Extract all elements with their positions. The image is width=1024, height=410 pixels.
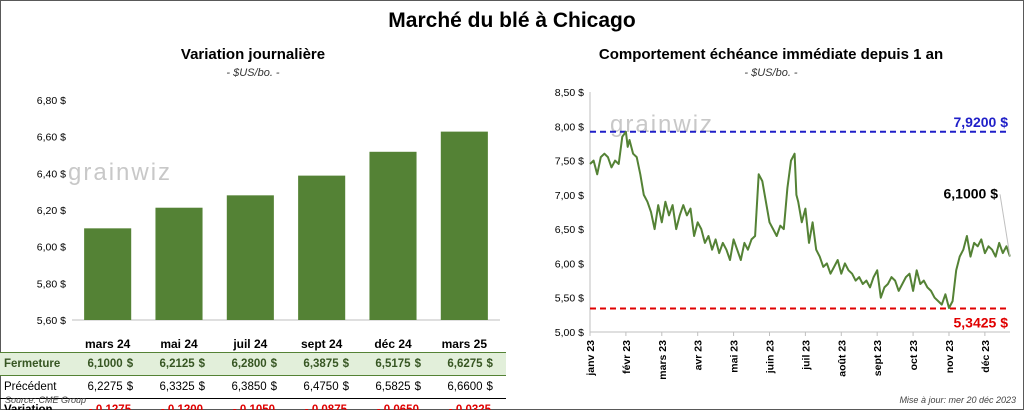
x-tick-label: avr 23 [693,340,705,371]
last-price-label: 6,1000 $ [944,185,999,201]
y-tick-label: 5,50 $ [555,293,584,305]
x-tick-label: janv 23 [585,340,597,377]
y-tick-label: 5,00 $ [555,327,584,339]
price-series-line [589,130,1011,309]
cell-variation: - 0,1050 [218,399,290,410]
cell-value: 6,5825 [361,375,413,399]
y-tick-label: 5,80 $ [37,278,66,290]
row-variation: Variation - 0,1275 - 0,1200 - 0,1050 - 0… [0,399,506,410]
y-tick-label: 6,20 $ [37,205,66,217]
x-tick-label: déc 24 [374,337,412,351]
main-title: Marché du blé à Chicago [388,9,636,32]
cell-currency: $ [484,352,506,376]
x-tick-label: sept 24 [301,337,343,351]
cell-value: 6,3325 [145,375,197,399]
x-tick-label: juil 23 [800,340,812,371]
right-panel: Comportement échéance immédiate depuis 1… [518,36,1024,410]
cell-value: 6,5175 [361,352,413,376]
cell-value: 6,1000 [74,352,125,376]
x-tick-label: août 23 [836,340,848,377]
cell-value: 6,6600 [433,375,485,399]
cell-value: 6,4750 [289,375,341,399]
y-tick-label: 8,50 $ [555,87,584,99]
cell-currency: $ [412,352,434,376]
row-previous: Précédent 6,2275 $ 6,3325 $ 6,3850 $ 6,4750… [0,375,506,399]
line-chart: grainwiz 5,00 $5,50 $6,00 $6,50 $7,00 $7… [555,87,1011,380]
y-tick-label: 5,60 $ [37,315,66,327]
left-panel: Variation journalière - $US/bo. - grainw… [0,36,506,410]
row-label: Fermeture [0,352,75,376]
x-tick-label: mars 25 [442,337,488,351]
x-tick-label: févr 23 [621,340,633,374]
y-tick-label: 8,00 $ [555,121,584,133]
row-close: Fermeture 6,1000 $ 6,2125 $ 6,2800 $ 6,3875… [0,352,506,376]
last-price-leader [999,194,1011,257]
x-tick-label: mars 23 [657,340,669,380]
y-tick-label: 6,60 $ [37,132,66,144]
cell-currency: $ [340,352,362,376]
cell-currency: $ [196,375,218,399]
y-tick-label: 6,00 $ [555,258,584,270]
updated-note: Mise à jour: mer 20 déc 2023 [899,395,1016,405]
x-tick-label: nov 23 [944,340,956,373]
x-tick-label: mars 24 [85,337,131,351]
x-tick-label: déc 23 [980,340,992,373]
x-tick-label: oct 23 [908,340,920,371]
cell-value: 6,3875 [289,352,341,376]
cell-currency: $ [268,375,290,399]
watermark-left: grainwiz [68,159,172,186]
y-tick-label: 6,40 $ [37,168,66,180]
y-tick-label: 7,00 $ [555,190,584,202]
row-label: Précédent [0,375,75,399]
cell-value: 6,6275 [433,352,485,376]
low-label: 5,3425 $ [954,315,1009,331]
y-tick-label: 6,50 $ [555,224,584,236]
row-label: Variation [0,399,74,410]
x-tick-label: mai 23 [729,340,741,373]
x-tick-label: mai 24 [160,337,198,351]
cell-variation: - 0,0875 [290,399,362,410]
bar [369,151,417,320]
cell-currency: $ [124,375,146,399]
cell-currency: $ [484,375,506,399]
cell-currency: $ [268,352,290,376]
y-tick-label: 6,00 $ [37,242,66,254]
bar [226,195,274,320]
x-tick-label: juil 24 [232,337,267,351]
y-tick-label: 6,80 $ [37,95,66,107]
futures-table: Fermeture 6,1000 $ 6,2125 $ 6,2800 $ 6,3875… [0,352,506,410]
cell-currency: $ [196,352,218,376]
cell-value: 6,2125 [145,352,197,376]
bar [155,207,203,320]
left-chart-subtitle: - $US/bo. - [226,67,280,79]
cell-currency: $ [412,375,434,399]
bar [84,228,132,320]
left-chart-title: Variation journalière [180,46,326,63]
cell-variation: - 0,0325 [434,399,506,410]
y-tick-label: 7,50 $ [555,156,584,168]
cell-value: 6,3850 [217,375,269,399]
bar-chart: grainwiz 5,60 $ 5,80 $ 6,00 $ 6,20 $ 6,40 $ 6… [37,95,500,351]
source-note: Source: CME Group [5,395,87,405]
bar [440,131,488,320]
cell-variation: - 0,1275 [74,399,146,410]
x-tick-label: sept 23 [872,340,884,376]
cell-currency: $ [124,352,146,376]
cell-variation: - 0,1200 [146,399,218,410]
cell-value: 6,2275 [74,375,125,399]
right-chart-title: Comportement échéance immédiate depuis 1… [598,46,944,63]
cell-value: 6,2800 [217,352,269,376]
right-chart-subtitle: - $US/bo. - [744,67,798,79]
x-tick-label: juin 23 [764,340,776,374]
bar [298,175,346,320]
cell-currency: $ [340,375,362,399]
cell-variation: - 0,0650 [362,399,434,410]
high-label: 7,9200 $ [954,114,1009,130]
